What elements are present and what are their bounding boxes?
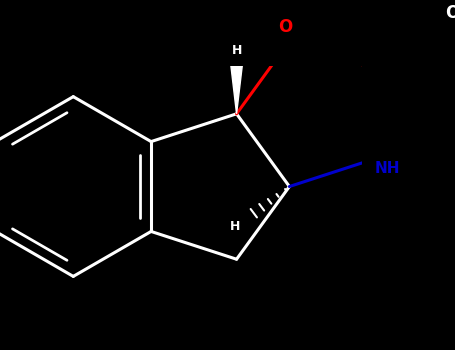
Text: NH: NH bbox=[375, 161, 400, 176]
Text: O: O bbox=[278, 19, 292, 36]
Text: H: H bbox=[230, 220, 241, 233]
Polygon shape bbox=[231, 64, 243, 114]
Text: H: H bbox=[232, 44, 242, 57]
Text: O: O bbox=[445, 4, 455, 22]
